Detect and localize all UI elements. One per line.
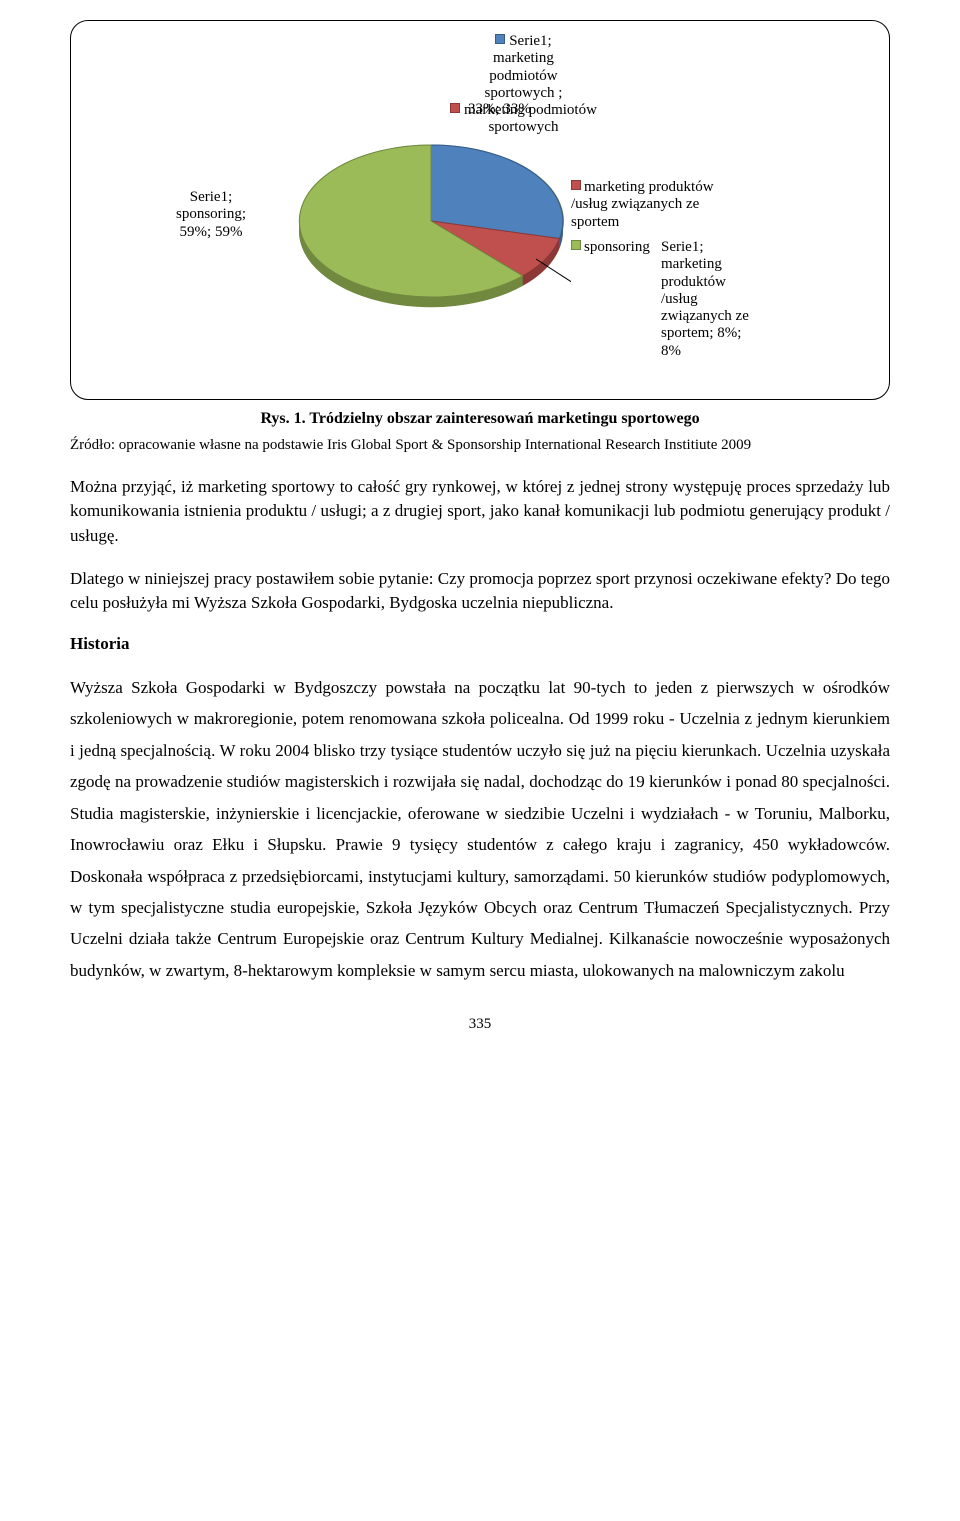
chart-container: Serie1; marketing podmiotów sportowych ;…: [70, 20, 890, 400]
label-line: marketing produktów: [571, 179, 791, 196]
figure-caption: Rys. 1. Tródzielny obszar zainteresowań …: [70, 410, 890, 428]
legend-line: Serie1;: [450, 33, 597, 50]
label-text: sponsoring;: [151, 206, 271, 223]
source-text: Źródło: opracowanie własne na podstawie …: [70, 436, 890, 455]
section-heading: Historia: [70, 634, 890, 654]
label-text: /usług związanych ze: [571, 196, 791, 213]
chart-label-sponsoring-right: sponsoring Serie1; marketing produktów /…: [571, 239, 801, 256]
label-text: sportem; 8%;: [661, 325, 801, 342]
body-paragraph: Dlatego w niniejszej pracy postawiłem so…: [70, 567, 890, 616]
legend-marker-blue: [495, 34, 505, 44]
label-text: Serie1;: [151, 189, 271, 206]
chart-area: Serie1; sponsoring; 59%; 59% marketing p…: [161, 131, 801, 391]
chart-label-sponsoring: Serie1; sponsoring; 59%; 59%: [151, 189, 271, 241]
pie-chart: [291, 101, 571, 331]
legend-line: marketing: [450, 50, 597, 67]
label-text: 8%: [661, 343, 801, 360]
label-text: marketing: [661, 256, 801, 273]
label-text: /usług: [661, 291, 801, 308]
legend-marker-red: [571, 180, 581, 190]
page-number: 335: [70, 1016, 890, 1033]
legend-line: sportowych ;: [450, 85, 597, 102]
body-paragraph: Wyższa Szkoła Gospodarki w Bydgoszczy po…: [70, 672, 890, 986]
chart-label-produkty: marketing produktów /usług związanych ze…: [571, 179, 791, 231]
label-text: 59%; 59%: [151, 224, 271, 241]
label-text: marketing produktów: [584, 179, 714, 195]
label-text: Serie1;: [661, 239, 801, 256]
body-paragraph: Można przyjąć, iż marketing sportowy to …: [70, 475, 890, 549]
legend-line: podmiotów: [450, 68, 597, 85]
chart-label-serie1-right: Serie1; marketing produktów /usług związ…: [661, 239, 801, 360]
legend-text: Serie1;: [509, 33, 552, 49]
label-text: sponsoring: [584, 239, 650, 255]
label-text: związanych ze: [661, 308, 801, 325]
legend-marker-green: [571, 240, 581, 250]
label-text: sportem: [571, 214, 791, 231]
label-text: produktów: [661, 274, 801, 291]
